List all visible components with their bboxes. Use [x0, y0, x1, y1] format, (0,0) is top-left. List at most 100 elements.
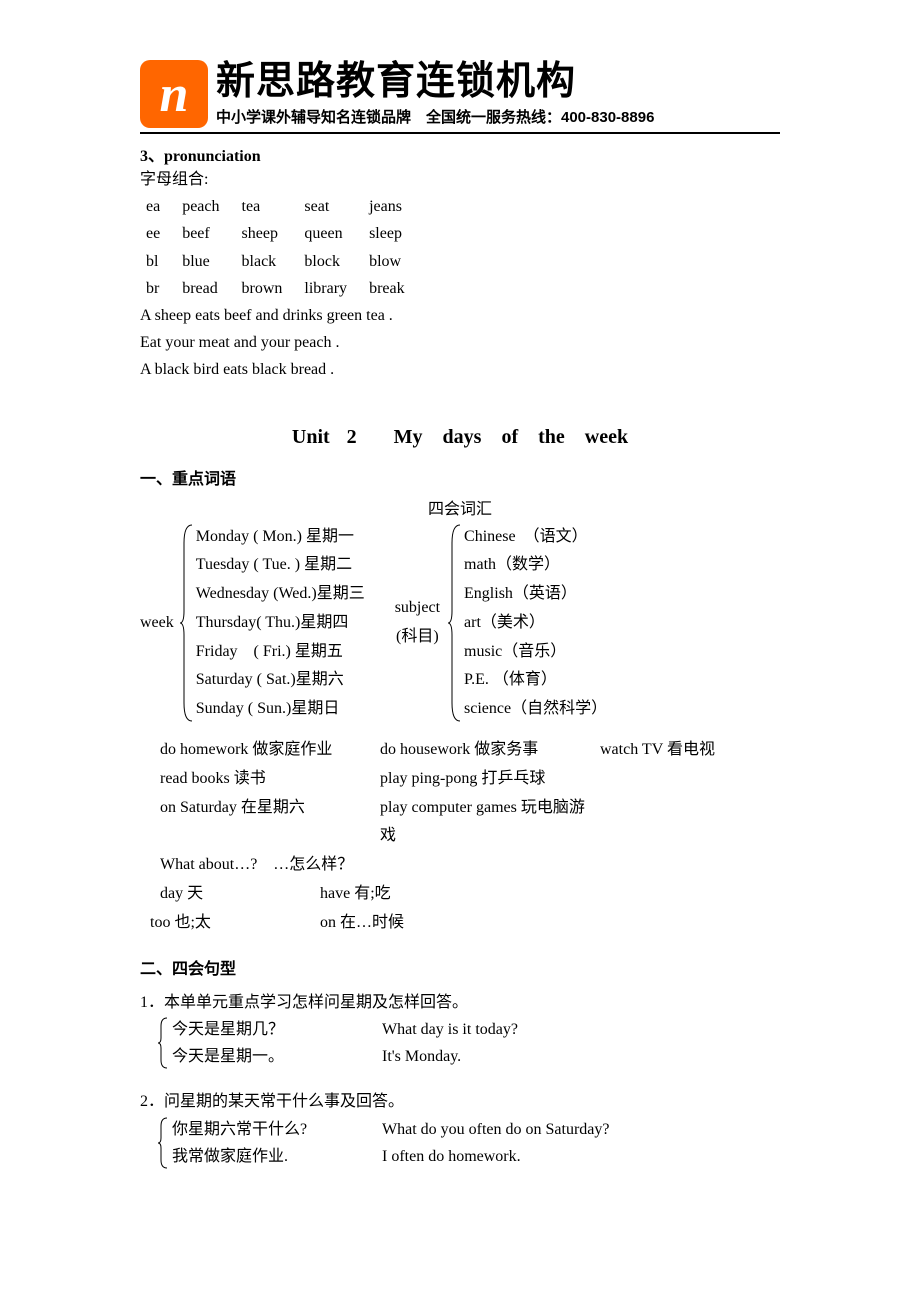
pair: 我常做家庭作业. I often do homework.: [172, 1143, 610, 1170]
cell: queen: [304, 220, 369, 247]
phrase: on Saturday 在星期六: [160, 794, 380, 852]
phrase: play computer games 玩电脑游戏: [380, 794, 600, 852]
sentence: A sheep eats beef and drinks green tea .: [140, 302, 780, 329]
left-brace-icon: [450, 523, 460, 723]
phrase: do homework 做家庭作业: [160, 736, 380, 765]
list-item: math（数学）: [464, 551, 607, 580]
cn: 今天是星期几？: [172, 1016, 382, 1043]
cell: bread: [182, 275, 241, 302]
phrase: watch TV 看电视: [600, 736, 715, 765]
vocab-heading: 一、重点词语: [140, 465, 780, 489]
left-brace-icon: [158, 1116, 168, 1170]
list-item: Chinese （语文）: [464, 523, 607, 552]
phrase: What about…? …怎么样？: [160, 851, 380, 880]
cn: 我常做家庭作业.: [172, 1143, 382, 1170]
vocab-sub: 四会词汇: [140, 495, 780, 519]
phrase-row: do homework 做家庭作业 do housework 做家务事 watc…: [160, 736, 780, 765]
table-row: ee beef sheep queen sleep: [146, 220, 427, 247]
list-item: Monday ( Mon.) 星期一: [196, 523, 365, 552]
list-item: Sunday ( Sun.)星期日: [196, 695, 365, 724]
cell: peach: [182, 193, 241, 220]
cn: 你星期六常干什么?: [172, 1116, 382, 1143]
s1-intro: 1．本单单元重点学习怎样问星期及怎样回答。: [140, 989, 780, 1016]
en: What do you often do on Saturday?: [382, 1116, 610, 1143]
logo: n: [140, 60, 208, 128]
cell: tea: [242, 193, 305, 220]
sentence: A black bird eats black bread .: [140, 356, 780, 383]
pronunciation-table: ea peach tea seat jeans ee beef sheep qu…: [146, 193, 427, 302]
list-item: Thursday( Thu.)星期四: [196, 609, 365, 638]
phrase-row: day 天 have 有;吃: [160, 880, 780, 909]
phrases: do homework 做家庭作业 do housework 做家务事 watc…: [160, 736, 780, 938]
week-list: Monday ( Mon.) 星期一 Tuesday ( Tue. ) 星期二 …: [196, 523, 365, 725]
subject-label: subject (科目): [395, 594, 440, 652]
table-row: br bread brown library break: [146, 275, 427, 302]
list-item: science（自然科学）: [464, 695, 607, 724]
en: What day is it today?: [382, 1016, 518, 1043]
list-item: P.E. （体育）: [464, 666, 607, 695]
week-label: week: [140, 609, 178, 638]
list-item: English（英语）: [464, 580, 607, 609]
cell: beef: [182, 220, 241, 247]
cell: black: [242, 248, 305, 275]
cell: block: [304, 248, 369, 275]
pair: 今天是星期一。 It's Monday.: [172, 1043, 518, 1070]
table-row: ea peach tea seat jeans: [146, 193, 427, 220]
sentence: Eat your meat and your peach .: [140, 329, 780, 356]
sentence-heading: 二、四会句型: [140, 956, 780, 983]
vocab-brace-row: week Monday ( Mon.) 星期一 Tuesday ( Tue. )…: [140, 523, 780, 725]
phrase-row: on Saturday 在星期六 play computer games 玩电脑…: [160, 794, 780, 852]
cell: blow: [369, 248, 427, 275]
cell: ea: [146, 193, 182, 220]
cell: library: [304, 275, 369, 302]
pair: 今天是星期几？ What day is it today?: [172, 1016, 518, 1043]
cell: blue: [182, 248, 241, 275]
header: n 新思路教育连锁机构 中小学课外辅导知名连锁品牌 全国统一服务热线：400-8…: [140, 60, 780, 128]
phrase: on 在…时候: [320, 909, 404, 938]
list-item: Wednesday (Wed.)星期三: [196, 580, 365, 609]
phrase: day 天: [160, 880, 320, 909]
cell: ee: [146, 220, 182, 247]
s2-content: 你星期六常干什么? What do you often do on Saturd…: [172, 1116, 610, 1170]
cell: sleep: [369, 220, 427, 247]
phrase-row: read books 读书 play ping-pong 打乒乓球: [160, 765, 780, 794]
section3-title: 3、pronunciation: [140, 142, 780, 166]
en: It's Monday.: [382, 1043, 461, 1070]
s1-brace: 今天是星期几？ What day is it today? 今天是星期一。 It…: [154, 1016, 780, 1070]
subject-label-1: subject: [395, 594, 440, 623]
s2-brace: 你星期六常干什么? What do you often do on Saturd…: [154, 1116, 780, 1170]
phrase-row: What about…? …怎么样？: [160, 851, 780, 880]
header-subtitle: 中小学课外辅导知名连锁品牌 全国统一服务热线：400-830-8896: [216, 106, 780, 127]
list-item: Saturday ( Sat.)星期六: [196, 666, 365, 695]
list-item: music（音乐）: [464, 638, 607, 667]
phrase-row: too 也;太 on 在…时候: [150, 909, 780, 938]
sentence-section: 二、四会句型 1．本单单元重点学习怎样问星期及怎样回答。 今天是星期几？ Wha…: [140, 956, 780, 1170]
subject-label-2: (科目): [395, 623, 440, 652]
subject-list: Chinese （语文） math（数学） English（英语） art（美术…: [464, 523, 607, 725]
left-brace-icon: [182, 523, 192, 723]
s1-content: 今天是星期几？ What day is it today? 今天是星期一。 It…: [172, 1016, 518, 1070]
left-brace-icon: [158, 1016, 168, 1070]
section3-subtitle: 字母组合:: [140, 166, 780, 193]
phrase: do housework 做家务事: [380, 736, 600, 765]
cell: jeans: [369, 193, 427, 220]
pair: 你星期六常干什么? What do you often do on Saturd…: [172, 1116, 610, 1143]
cell: bl: [146, 248, 182, 275]
phrase: read books 读书: [160, 765, 380, 794]
phrase: play ping-pong 打乒乓球: [380, 765, 600, 794]
page: n 新思路教育连锁机构 中小学课外辅导知名连锁品牌 全国统一服务热线：400-8…: [0, 0, 920, 1230]
logo-letter: n: [160, 65, 189, 124]
header-text: 新思路教育连锁机构 中小学课外辅导知名连锁品牌 全国统一服务热线：400-830…: [216, 61, 780, 127]
list-item: Friday ( Fri.) 星期五: [196, 638, 365, 667]
cell: br: [146, 275, 182, 302]
header-rule: [140, 132, 780, 134]
s2-intro: 2．问星期的某天常干什么事及回答。: [140, 1088, 780, 1115]
list-item: art（美术）: [464, 609, 607, 638]
cell: sheep: [242, 220, 305, 247]
cell: break: [369, 275, 427, 302]
cn: 今天是星期一。: [172, 1043, 382, 1070]
list-item: Tuesday ( Tue. ) 星期二: [196, 551, 365, 580]
unit-title: Unit 2 My days of the week: [140, 420, 780, 449]
en: I often do homework.: [382, 1143, 521, 1170]
table-row: bl blue black block blow: [146, 248, 427, 275]
